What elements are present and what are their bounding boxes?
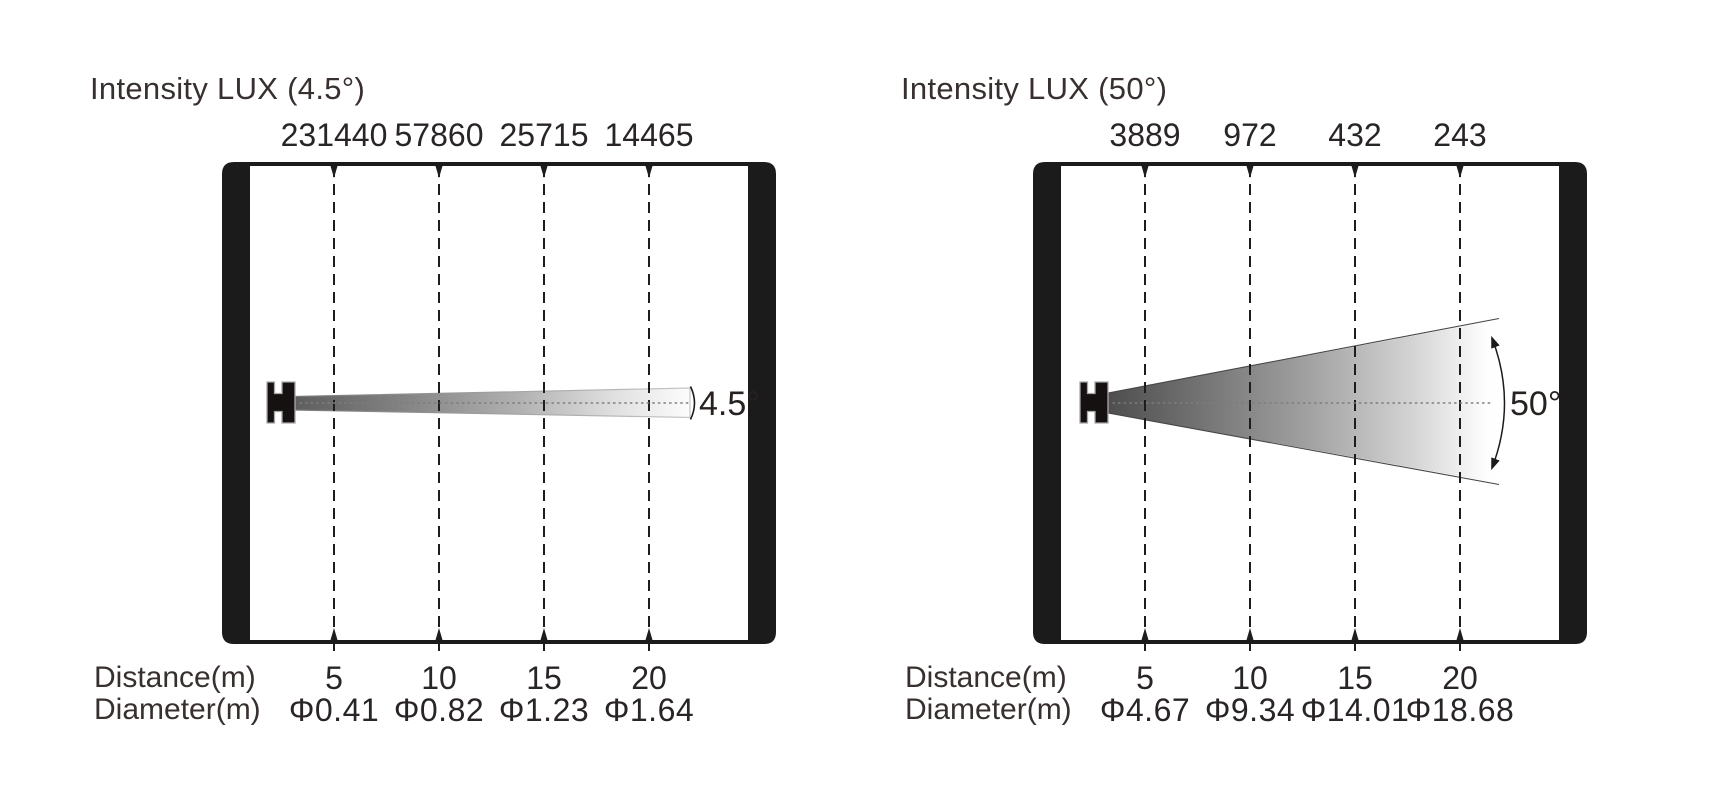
distance-value: 5: [325, 660, 343, 696]
diameter-value: Φ14.01: [1300, 692, 1410, 728]
distance-value: 10: [1232, 660, 1268, 696]
spotlight-fixture-icon: [1079, 381, 1109, 424]
diameter-row-label: Diameter(m): [905, 693, 1072, 726]
frame-top-border: [246, 162, 752, 166]
distance-row-label: Distance(m): [905, 661, 1067, 694]
spotlight-fixture-icon: [266, 381, 296, 424]
intensity-value: 57860: [394, 117, 484, 153]
panel-title: Intensity LUX (4.5°): [90, 71, 366, 106]
diameter-value: Φ18.68: [1405, 692, 1515, 728]
frame-bottom-border: [1057, 640, 1563, 644]
beam-angle-label: 4.5°: [699, 385, 760, 423]
beam-upper-edge: [1107, 317, 1500, 394]
beam-diagram-wide: 50°: [1033, 162, 1587, 651]
intensity-value: 243: [1433, 117, 1487, 153]
frame-top-border: [1057, 162, 1563, 166]
beam-diagram-narrow: 4.5°: [222, 162, 776, 651]
intensity-value: 25715: [499, 117, 589, 153]
distance-row-label: Distance(m): [94, 661, 256, 694]
light-beam-shape: [1108, 320, 1497, 483]
beam-angle-arc: [689, 386, 696, 420]
beam-angle-label: 50°: [1510, 385, 1561, 423]
frame-right-bar: [748, 162, 776, 644]
diameter-value: Φ4.67: [1099, 692, 1191, 728]
intensity-value: 972: [1223, 117, 1277, 153]
distance-value: 5: [1136, 660, 1154, 696]
distance-value: 20: [1442, 660, 1478, 696]
diameter-value: Φ0.41: [288, 692, 380, 728]
panel-title: Intensity LUX (50°): [901, 71, 1168, 106]
frame-left-bar: [1033, 162, 1061, 644]
diameter-value: Φ1.64: [603, 692, 695, 728]
beam-lower-edge: [1107, 412, 1500, 486]
diameter-value: Φ9.34: [1204, 692, 1296, 728]
distance-value: 15: [526, 660, 562, 696]
frame-left-bar: [222, 162, 250, 644]
diameter-value: Φ1.23: [498, 692, 590, 728]
diameter-value: Φ0.82: [393, 692, 485, 728]
frame-bottom-border: [246, 640, 752, 644]
intensity-value: 3889: [1109, 117, 1181, 153]
diameter-row-label: Diameter(m): [94, 693, 261, 726]
intensity-value: 14465: [604, 117, 694, 153]
intensity-value: 231440: [280, 117, 388, 153]
distance-value: 10: [421, 660, 457, 696]
intensity-value: 432: [1328, 117, 1382, 153]
distance-value: 20: [631, 660, 667, 696]
distance-value: 15: [1337, 660, 1373, 696]
frame-right-bar: [1559, 162, 1587, 644]
beam-angle-arc: [1491, 335, 1506, 471]
